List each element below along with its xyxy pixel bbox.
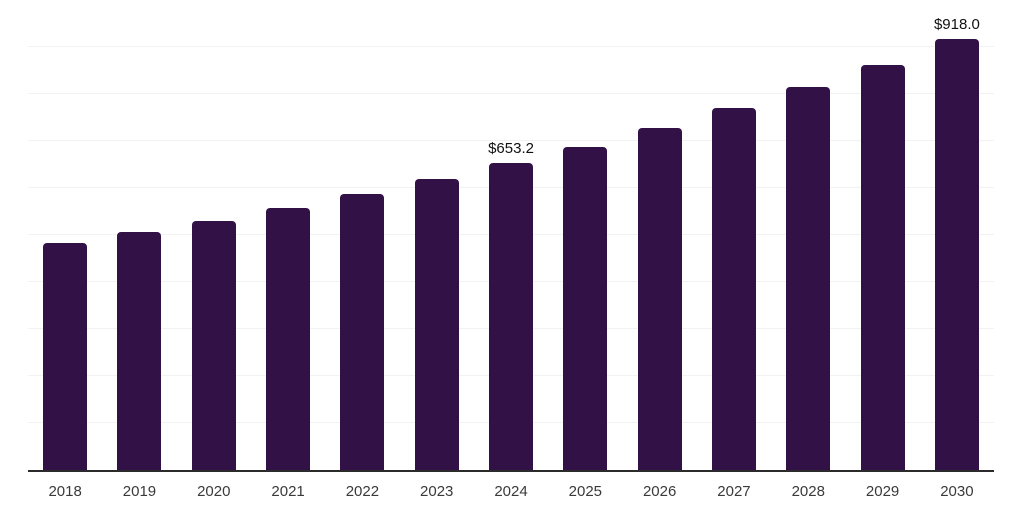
x-tick-label-2028: 2028 — [791, 483, 825, 500]
bar-value-label-2030: $918.0 — [933, 15, 980, 33]
bar-slot — [28, 0, 102, 470]
gridline — [28, 140, 994, 141]
gridline — [28, 46, 994, 47]
bar-slot — [325, 0, 399, 470]
bar-2029[interactable] — [860, 65, 905, 470]
bar-2028[interactable] — [786, 87, 831, 470]
bar-value-label-2024: $653.2 — [488, 140, 534, 157]
bar-slot — [771, 0, 845, 470]
bar-2020[interactable] — [191, 220, 236, 470]
bar-slot — [697, 0, 771, 470]
x-tick-label-2022: 2022 — [345, 483, 380, 500]
x-tick-label-2018: 2018 — [48, 483, 82, 500]
x-tick-label-2021: 2021 — [271, 483, 305, 500]
bar-2022[interactable] — [340, 194, 385, 470]
bar-2021[interactable] — [266, 207, 311, 470]
x-axis-line — [28, 470, 994, 472]
x-tick-label-2026: 2026 — [642, 483, 677, 500]
bar-slot — [251, 0, 325, 470]
x-tick-label-2030: 2030 — [940, 483, 974, 500]
bar-2025[interactable] — [563, 147, 608, 470]
x-tick-label-2020: 2020 — [197, 483, 231, 500]
bar-slot: $653.2 — [474, 0, 548, 470]
bars-container: $653.2 $918.0 — [28, 0, 994, 470]
bar-2026[interactable] — [637, 127, 682, 470]
bar-slot — [623, 0, 697, 470]
x-tick-label-2019: 2019 — [122, 483, 157, 500]
bar-slot — [177, 0, 251, 470]
x-axis-labels: 2018 2019 2020 2021 2022 2023 2024 2025 2026 2027… — [28, 483, 994, 501]
bar-2018[interactable] — [43, 243, 88, 470]
gridline — [28, 93, 994, 94]
bar-2019[interactable] — [117, 232, 162, 470]
bar-2027[interactable] — [711, 107, 756, 470]
x-tick-label-2029: 2029 — [865, 483, 900, 500]
x-tick-label-2023: 2023 — [420, 483, 454, 500]
x-tick-label-2024: 2024 — [494, 483, 528, 500]
bar-slot — [548, 0, 622, 470]
bar-slot — [400, 0, 474, 470]
bar-slot — [845, 0, 919, 470]
x-tick-label-2025: 2025 — [568, 483, 603, 500]
bar-slot — [102, 0, 176, 470]
bar-2023[interactable] — [414, 179, 459, 470]
bar-slot: $918.0 — [920, 0, 994, 470]
plot-area: $653.2 $918.0 — [28, 0, 994, 470]
x-tick-label-2027: 2027 — [717, 483, 751, 500]
bar-2030[interactable]: $918.0 — [934, 16, 980, 470]
bar-2024[interactable]: $653.2 — [488, 140, 534, 470]
